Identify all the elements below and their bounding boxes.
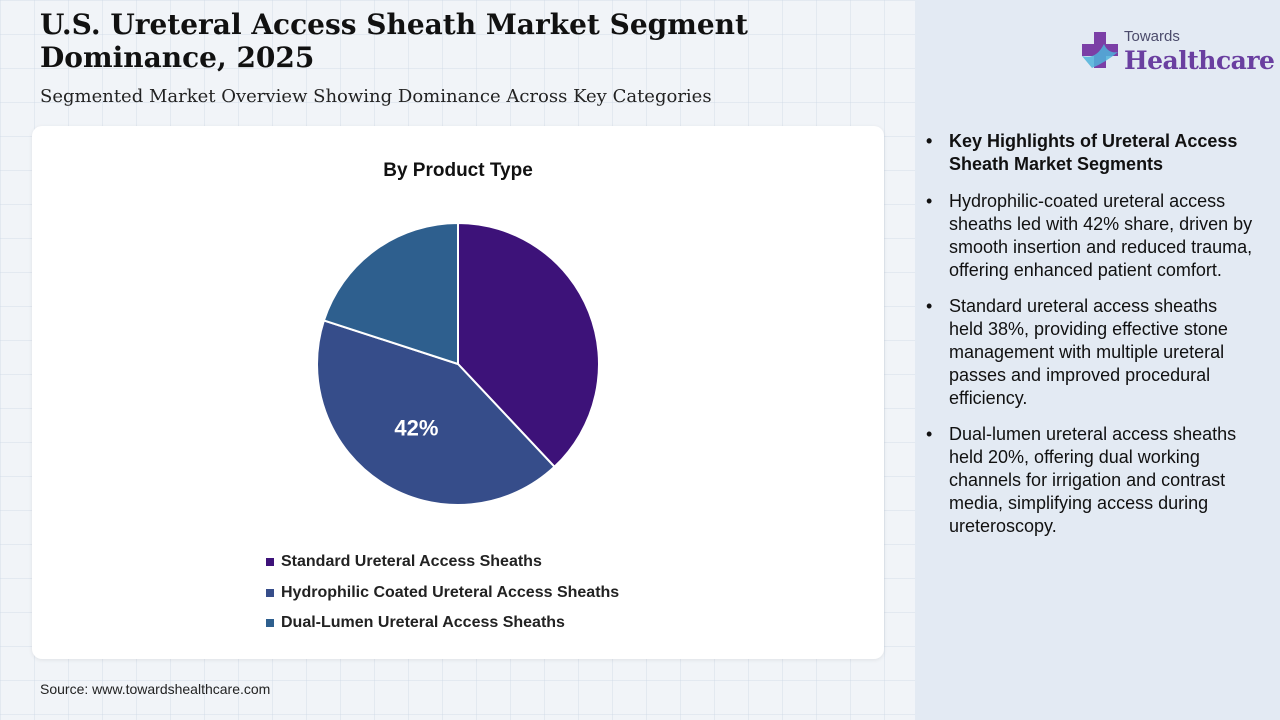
legend-item: Dual-Lumen Ureteral Access Sheaths [266,608,619,639]
legend-label: Standard Ureteral Access Sheaths [281,553,542,571]
brand-logo: Towards Healthcare [1080,28,1275,78]
highlights-heading: Key Highlights of Ureteral Access Sheath… [924,130,1254,176]
logo-main-text: Healthcare [1124,46,1275,75]
legend-label: Dual-Lumen Ureteral Access Sheaths [281,614,565,632]
pie-chart: 42% [316,221,600,506]
highlight-item: Dual-lumen ureteral access sheaths held … [924,423,1254,538]
legend-swatch [266,588,274,597]
page-subtitle: Segmented Market Overview Showing Domina… [40,86,712,107]
chart-title: By Product Type [383,160,533,181]
legend-item: Standard Ureteral Access Sheaths [266,547,619,578]
legend-swatch [266,619,274,628]
highlight-item: Standard ureteral access sheaths held 38… [924,295,1254,410]
cross-icon [1082,32,1118,68]
chart-legend: Standard Ureteral Access Sheaths Hydroph… [266,547,619,639]
source-note: Source: www.towardshealthcare.com [40,681,271,697]
logo-top-text: Towards [1124,28,1180,45]
pie-data-label: 42% [394,415,438,440]
legend-swatch [266,558,274,567]
highlight-item: Hydrophilic-coated ureteral access sheat… [924,190,1254,282]
pie-slice [316,319,556,506]
pie-slice [322,221,459,366]
key-highlights-list: Key Highlights of Ureteral Access Sheath… [924,130,1254,551]
page-title: U.S. Ureteral Access Sheath Market Segme… [40,8,748,74]
legend-label: Hydrophilic Coated Ureteral Access Sheat… [281,583,620,601]
legend-item: Hydrophilic Coated Ureteral Access Sheat… [266,578,619,609]
pie-slice [457,221,600,469]
